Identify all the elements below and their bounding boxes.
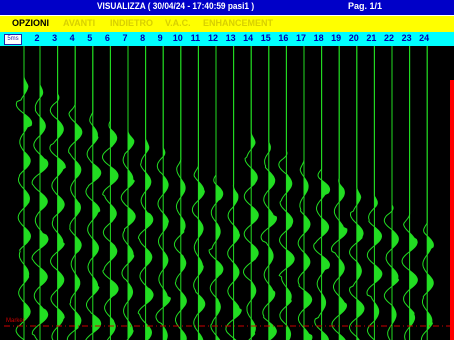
channel-number-9: 9 <box>157 33 163 43</box>
trace-fill <box>427 46 434 342</box>
channel-number-2: 2 <box>34 33 40 43</box>
seismic-trace <box>383 46 400 342</box>
channel-number-12: 12 <box>207 33 218 43</box>
seismic-trace <box>297 46 313 342</box>
trace-fill <box>392 46 399 342</box>
channel-number-23: 23 <box>401 33 412 43</box>
seismic-trace <box>120 46 136 342</box>
seismic-trace <box>101 46 119 342</box>
seismic-trace <box>401 46 418 342</box>
trace-fill <box>128 46 136 342</box>
channel-number-19: 19 <box>331 33 342 43</box>
trace-fill <box>304 46 312 342</box>
trace-wiggle <box>383 46 400 342</box>
page-indicator: Pag. 1/1 <box>348 1 383 11</box>
menu-opzioni[interactable]: OPZIONI <box>12 18 50 28</box>
seismic-trace <box>348 46 365 342</box>
seismic-trace <box>66 46 83 342</box>
trace-fill <box>268 46 277 342</box>
seismic-trace <box>278 46 295 342</box>
seismic-trace <box>31 46 49 342</box>
seismic-trace <box>260 46 278 342</box>
trace-fill <box>251 46 259 342</box>
trace-fill <box>163 46 171 342</box>
channel-number-17: 17 <box>295 33 306 43</box>
menu-indietro[interactable]: INDIETRO <box>110 18 154 28</box>
seismic-trace <box>155 46 171 342</box>
bottom-border <box>0 340 454 342</box>
menu-enhancement[interactable]: ENHANCEMENT <box>203 18 274 28</box>
seismic-trace <box>49 46 66 342</box>
seismogram-plot: Marker <box>4 46 450 342</box>
trace-fill <box>321 46 330 342</box>
trace-wiggle <box>66 46 83 342</box>
channel-number-16: 16 <box>278 33 289 43</box>
menu-vac[interactable]: V.A.C. <box>165 18 191 28</box>
trace-fill <box>180 46 187 342</box>
channel-header: 5ms 2 3 4 5 6 7 8 9 10 11 12 13 14 15 16 17 18 19 20 21 22 23… <box>0 32 454 46</box>
seismic-trace <box>15 46 33 342</box>
channel-number-20: 20 <box>348 33 359 43</box>
trace-fill <box>233 46 242 342</box>
seismic-trace <box>420 46 434 342</box>
vertical-scrollbar[interactable] <box>450 80 454 342</box>
channel-number-8: 8 <box>140 33 146 43</box>
trace-fill <box>356 46 364 342</box>
time-marker-label: Marker <box>6 318 25 324</box>
trace-fill <box>198 46 206 342</box>
channel-number-6: 6 <box>104 33 110 43</box>
channel-number-13: 13 <box>225 33 236 43</box>
seismic-trace <box>225 46 242 342</box>
title-bar: VISUALIZZA ( 30/04/24 - 17:40:59 pasi1 )… <box>0 0 454 16</box>
trace-fill <box>216 46 223 342</box>
trace-wiggle <box>366 46 383 342</box>
channel-number-18: 18 <box>313 33 324 43</box>
trace-wiggle <box>401 46 418 342</box>
trace-fill <box>286 46 295 342</box>
channel-number-4: 4 <box>69 33 75 43</box>
trace-fill <box>24 46 32 342</box>
trace-wiggle <box>137 46 154 342</box>
trace-fill <box>75 46 82 342</box>
trace-fill <box>145 46 154 342</box>
trace-fill <box>409 46 418 342</box>
channel-number-14: 14 <box>243 33 254 43</box>
trace-fill <box>110 46 119 342</box>
seismic-trace <box>330 46 348 342</box>
seismic-trace <box>208 46 224 342</box>
channel-number-15: 15 <box>260 33 271 43</box>
seismic-trace <box>191 46 206 342</box>
channel-number-11: 11 <box>190 33 201 43</box>
seismic-trace <box>242 46 259 342</box>
menu-bar: OPZIONI AVANTI INDIETRO V.A.C. ENHANCEME… <box>0 16 454 32</box>
trace-fill <box>92 46 101 342</box>
channel-number-7: 7 <box>122 33 128 43</box>
channel-number-3: 3 <box>52 33 58 43</box>
channel-number-10: 10 <box>172 33 183 43</box>
channel-number-24: 24 <box>419 33 430 43</box>
channel-number-22: 22 <box>383 33 394 43</box>
channel-number-5: 5 <box>87 33 93 43</box>
menu-avanti[interactable]: AVANTI <box>63 18 96 28</box>
channel-number-21: 21 <box>366 33 377 43</box>
seismic-trace <box>366 46 383 342</box>
time-scale-button[interactable]: 5ms <box>4 34 22 45</box>
seismic-trace <box>84 46 102 342</box>
trace-fill <box>339 46 347 342</box>
trace-fill <box>374 46 382 342</box>
trace-fill <box>57 46 66 342</box>
seismic-trace <box>137 46 154 342</box>
window-title: VISUALIZZA ( 30/04/24 - 17:40:59 pasi1 ) <box>97 1 255 11</box>
trace-fill <box>40 46 48 342</box>
seismic-trace <box>173 46 187 342</box>
seismic-trace <box>313 46 331 342</box>
